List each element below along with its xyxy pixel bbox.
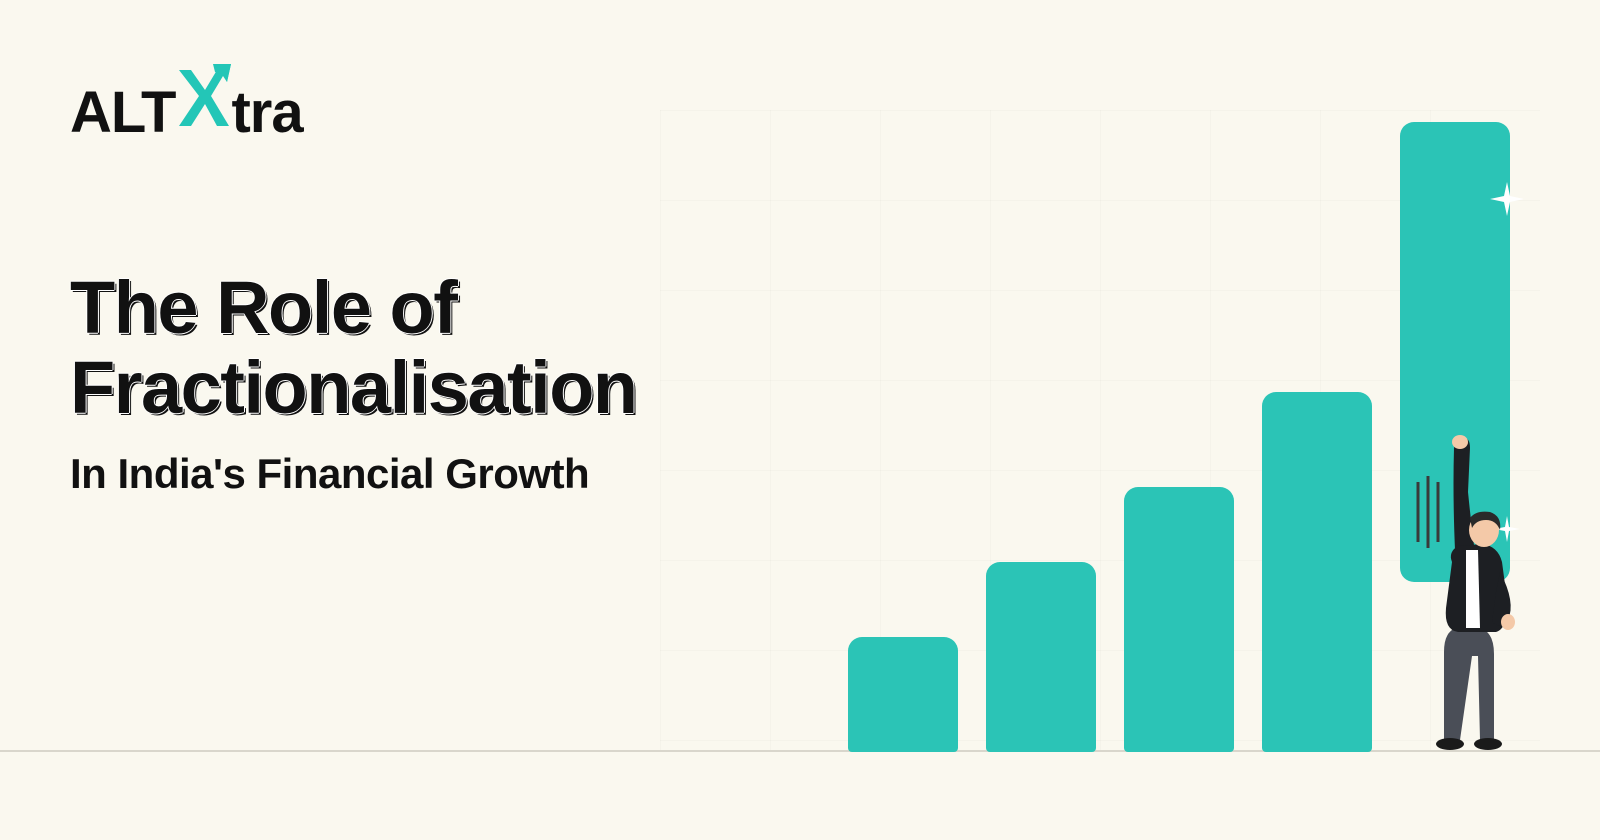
logo-text-alt: ALT: [70, 79, 175, 146]
chart-bar: [986, 562, 1096, 752]
chart-bar: [848, 637, 958, 752]
headline-subtitle: In India's Financial Growth: [70, 450, 790, 498]
logo-text-tra: tra: [231, 79, 302, 146]
headline-line-2: Fractionalisation: [70, 346, 637, 429]
brand-logo: ALT tra: [70, 60, 303, 146]
headline-title: The Role of Fractionalisation: [70, 268, 790, 428]
headline-line-1: The Role of: [70, 266, 456, 349]
headline-block: The Role of Fractionalisation In India's…: [70, 268, 790, 498]
chart-bar: [1124, 487, 1234, 752]
infographic-canvas: ALT tra The Role of Fractionalisation In…: [0, 0, 1600, 840]
person-svg: [1400, 432, 1530, 752]
chart-bar: [1262, 392, 1372, 752]
sparkle-icon: [1490, 182, 1524, 216]
person-illustration: [1400, 432, 1530, 752]
logo-x-icon: [173, 60, 233, 146]
